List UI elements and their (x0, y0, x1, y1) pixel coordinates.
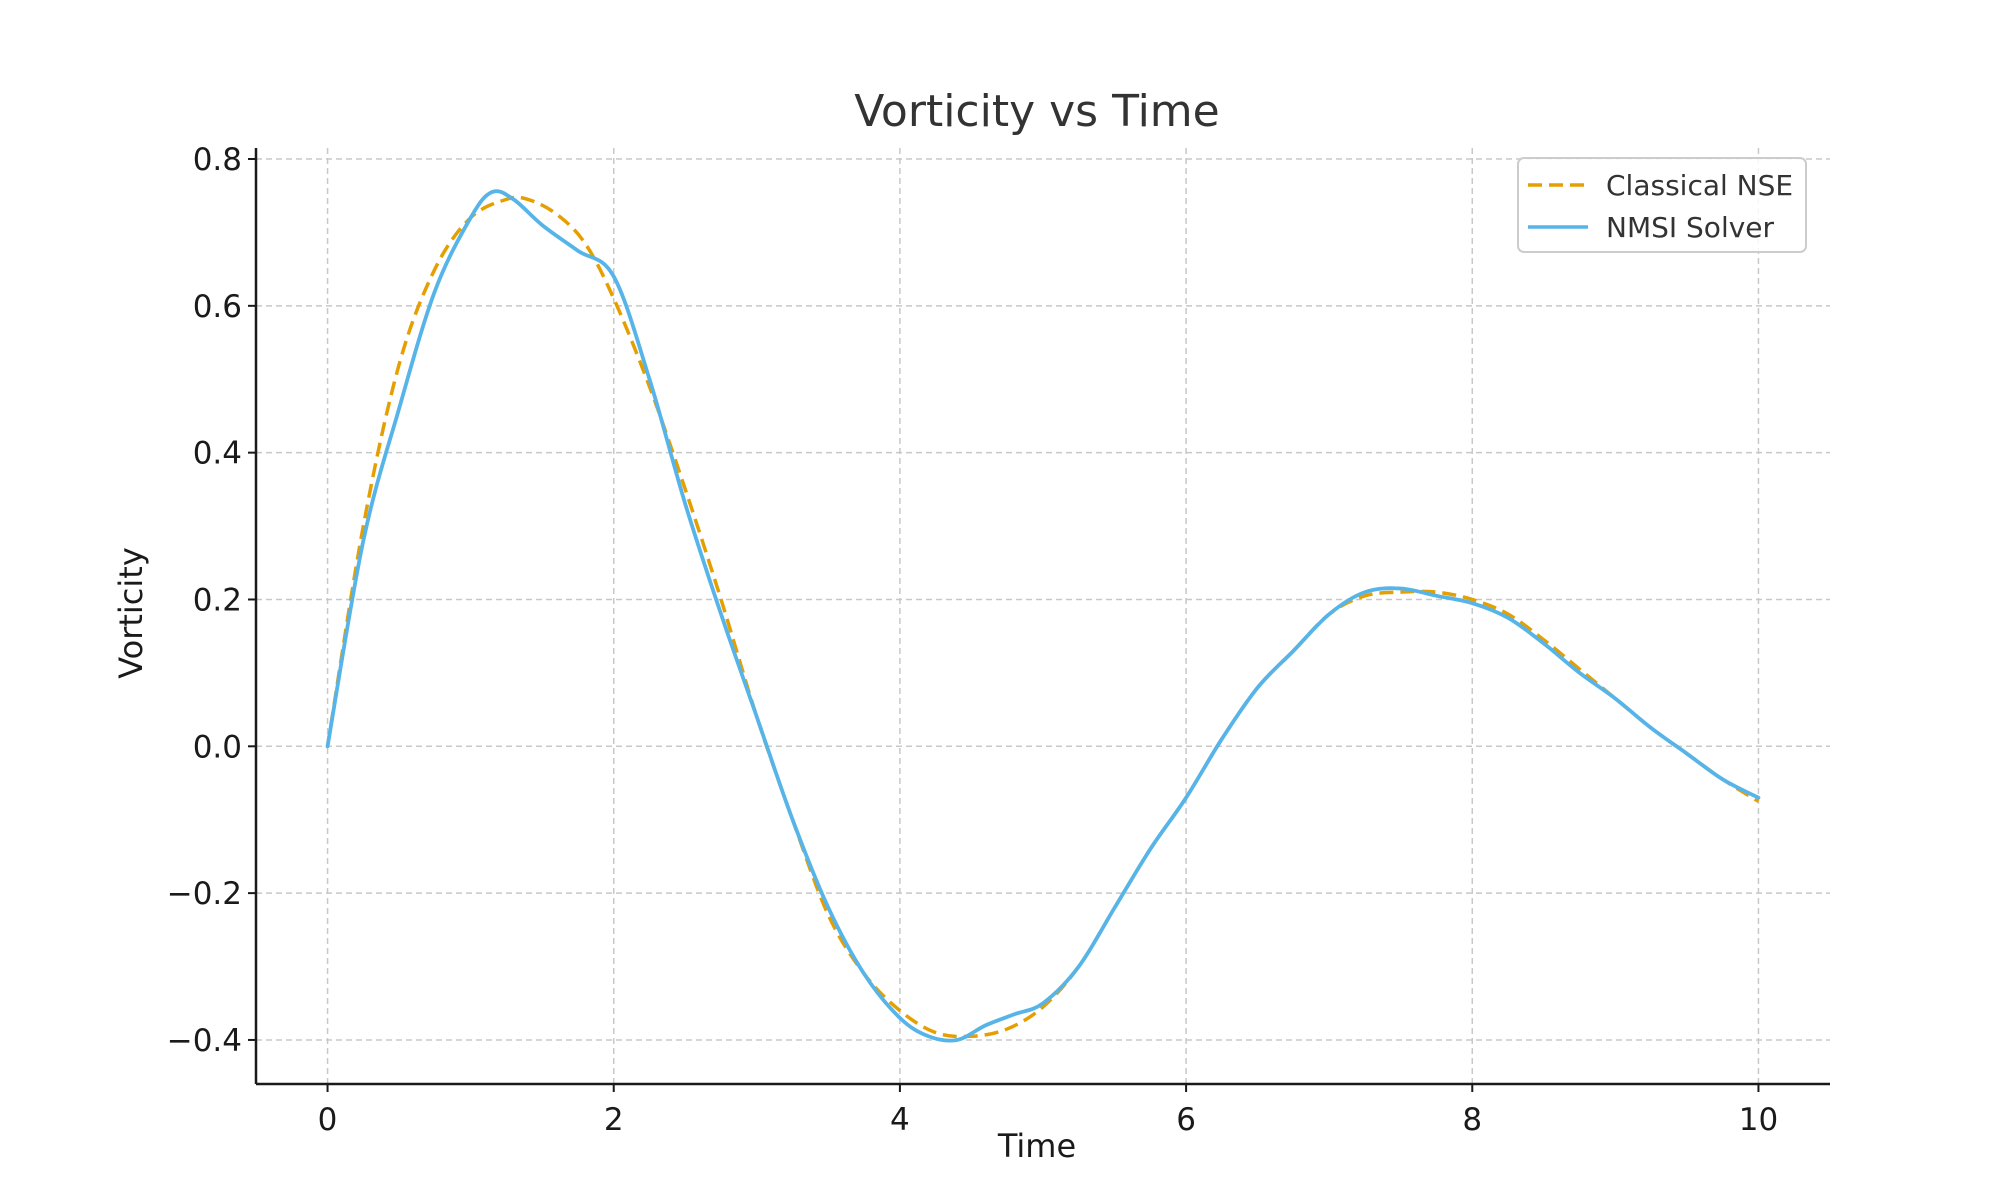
y-tick-label: 0.0 (193, 729, 242, 765)
legend: Classical NSE NMSI Solver (1517, 157, 1807, 253)
x-tick-label: 0 (318, 1102, 338, 1138)
y-tick-label: 0.8 (193, 142, 242, 178)
y-tick-label: −0.4 (167, 1023, 242, 1059)
x-tick-label: 2 (604, 1102, 624, 1138)
y-tick-label: 0.6 (193, 289, 242, 325)
series-line-classical-nse (325, 195, 1760, 1039)
y-tick-label: 0.2 (193, 582, 242, 618)
series-line-nmsi-solver (325, 189, 1761, 1043)
y-tick-label: −0.2 (167, 876, 242, 912)
x-tick-label: 8 (1462, 1102, 1482, 1138)
tick-labels: 0 2 4 6 8 10 0.8 0.6 0.4 0.2 0.0 −0.2 −0.4 (167, 142, 1778, 1138)
grid-lines (256, 148, 1830, 1084)
legend-label-classical-nse: Classical NSE (1606, 169, 1793, 202)
x-tick-label: 6 (1176, 1102, 1196, 1138)
legend-label-nmsi-solver: NMSI Solver (1606, 211, 1775, 244)
x-tick-label: 10 (1739, 1102, 1778, 1138)
y-tick-label: 0.4 (193, 436, 242, 472)
series-lines (325, 189, 1761, 1043)
y-axis-label: Vorticity (112, 547, 150, 679)
chart-title: Vorticity vs Time (854, 86, 1220, 137)
x-axis-label: Time (997, 1127, 1076, 1165)
legend-box (1517, 157, 1807, 253)
x-tick-label: 4 (890, 1102, 910, 1138)
axes (248, 148, 1830, 1092)
